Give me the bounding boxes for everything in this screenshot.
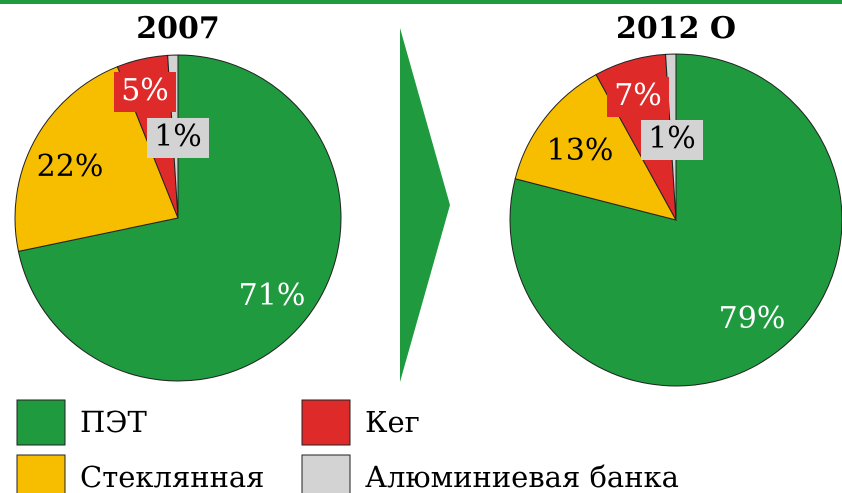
data-label: 71% (239, 278, 306, 313)
pie-slice (17, 54, 342, 382)
label-box (147, 118, 209, 158)
data-label: 7% (614, 78, 662, 113)
arrow (400, 28, 450, 382)
legend-swatch (301, 454, 351, 493)
legend-swatch (16, 454, 66, 493)
label-box (114, 72, 176, 112)
pie-slice (509, 53, 842, 387)
data-label: 22% (37, 149, 104, 184)
chart-title: 2007 (136, 11, 220, 46)
data-label: 1% (154, 119, 202, 154)
label-box (641, 120, 703, 160)
label-box (607, 77, 669, 117)
data-label: 5% (121, 73, 169, 108)
chart-title: 2012 О (616, 11, 736, 46)
data-label: 1% (648, 121, 696, 156)
legend-label: Стеклянная (80, 460, 264, 493)
top-rule (0, 0, 842, 4)
pie-slice (514, 73, 677, 221)
pie-slice (14, 66, 179, 252)
legend-swatch (301, 399, 351, 446)
legend-label: Алюминиевая банка (365, 460, 679, 493)
data-label: 79% (719, 301, 786, 336)
legend-label: Кег (365, 405, 420, 439)
legend-label: ПЭТ (80, 405, 147, 439)
data-label: 13% (547, 133, 614, 168)
legend-swatch (16, 399, 66, 446)
